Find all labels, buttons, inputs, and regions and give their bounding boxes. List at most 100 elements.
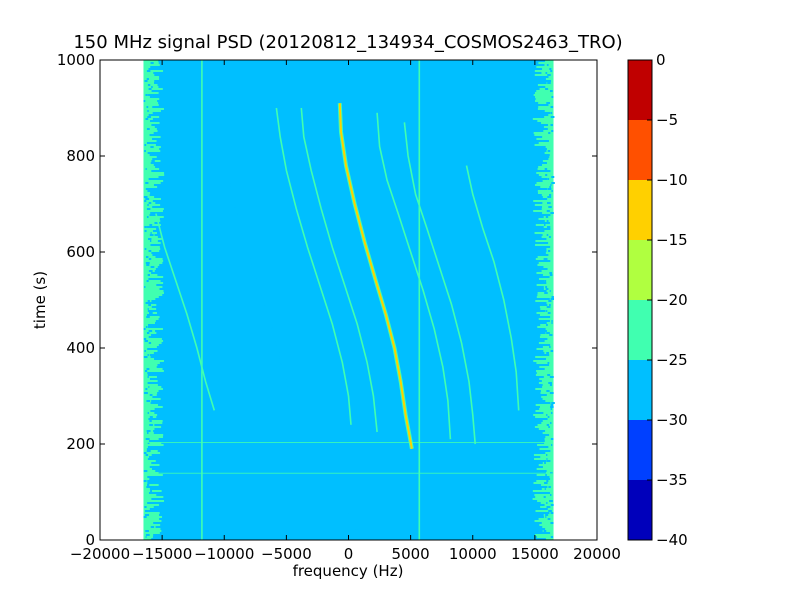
edge-noise	[145, 454, 149, 456]
edge-noise	[143, 244, 151, 246]
edge-noise	[144, 150, 146, 152]
edge-noise	[548, 486, 551, 488]
edge-noise	[143, 162, 151, 164]
edge-noise	[143, 70, 164, 72]
edge-noise	[145, 514, 150, 516]
edge-noise	[547, 178, 550, 180]
edge-noise	[548, 104, 554, 106]
edge-noise	[534, 426, 554, 428]
edge-noise	[143, 210, 163, 212]
edge-noise	[548, 300, 552, 302]
edge-noise	[143, 142, 147, 144]
edge-noise	[149, 194, 151, 196]
edge-noise	[548, 242, 554, 244]
edge-noise	[147, 204, 149, 206]
edge-noise	[542, 420, 554, 422]
colorbar-tick-label: −20	[656, 291, 688, 309]
edge-noise	[146, 78, 149, 80]
edge-noise	[536, 480, 554, 482]
edge-noise	[533, 454, 554, 456]
edge-noise	[145, 182, 149, 184]
edge-noise	[146, 368, 150, 370]
edge-noise	[145, 118, 149, 120]
edge-noise	[551, 190, 553, 192]
edge-noise	[540, 392, 554, 394]
edge-noise	[535, 510, 554, 512]
edge-noise	[143, 338, 147, 340]
edge-noise	[143, 512, 160, 514]
edge-noise	[541, 422, 554, 424]
edge-noise	[143, 298, 156, 300]
edge-noise	[143, 104, 159, 106]
edge-noise	[545, 286, 548, 288]
edge-noise	[539, 448, 554, 450]
edge-noise	[545, 514, 549, 516]
y-tick-label: 1000	[57, 51, 95, 69]
edge-noise	[543, 286, 554, 288]
edge-noise	[143, 352, 154, 354]
edge-noise	[549, 346, 551, 348]
edge-noise	[544, 64, 554, 66]
edge-noise	[535, 100, 554, 102]
edge-noise	[144, 226, 147, 228]
signal-trace	[155, 213, 216, 411]
edge-noise	[151, 372, 156, 374]
edge-noise	[534, 458, 554, 460]
x-tick-label: 10000	[449, 545, 497, 563]
edge-noise	[545, 288, 549, 290]
edge-noise	[143, 194, 151, 196]
edge-noise	[549, 376, 554, 378]
edge-noise	[548, 382, 552, 384]
edge-noise	[145, 534, 150, 536]
edge-noise	[143, 318, 159, 320]
colorbar-band	[628, 480, 652, 540]
x-tick-label: −10000	[194, 545, 254, 563]
edge-noise	[143, 516, 163, 518]
edge-noise	[143, 126, 155, 128]
edge-noise	[143, 236, 158, 238]
edge-noise	[545, 452, 554, 454]
edge-noise	[537, 264, 554, 266]
edge-noise	[544, 368, 554, 370]
signal-trace	[335, 491, 366, 540]
edge-noise	[143, 374, 148, 376]
edge-noise	[548, 206, 552, 208]
edge-noise	[144, 80, 148, 82]
edge-noise	[143, 168, 160, 170]
edge-noise	[150, 266, 155, 268]
edge-noise	[148, 386, 150, 388]
edge-noise	[150, 526, 155, 528]
edge-noise	[549, 434, 554, 436]
edge-noise	[143, 170, 153, 172]
edge-noise	[533, 360, 554, 362]
edge-noise	[535, 240, 554, 242]
edge-noise	[548, 304, 551, 306]
colorbar-tick-label: −40	[656, 531, 688, 549]
edge-noise	[143, 120, 152, 122]
colorbar-band	[628, 120, 652, 180]
edge-noise	[143, 184, 154, 186]
edge-noise	[143, 404, 158, 406]
edge-noise	[536, 66, 554, 68]
edge-noise	[143, 440, 150, 442]
edge-noise	[546, 102, 551, 104]
edge-noise	[143, 408, 155, 410]
edge-noise	[543, 516, 554, 518]
edge-noise	[143, 284, 157, 286]
x-tick-label: 15000	[511, 545, 559, 563]
edge-noise	[149, 420, 152, 422]
colorbar-band	[628, 60, 652, 120]
edge-noise	[546, 414, 548, 416]
edge-noise	[143, 232, 157, 234]
edge-noise	[143, 530, 162, 532]
edge-noise	[547, 518, 551, 520]
edge-noise	[143, 500, 165, 502]
edge-noise	[549, 494, 552, 496]
edge-noise	[149, 394, 153, 396]
edge-noise	[548, 114, 554, 116]
edge-noise	[550, 80, 554, 82]
edge-noise	[547, 250, 551, 252]
edge-noise	[547, 178, 554, 180]
edge-noise	[148, 342, 152, 344]
edge-noise	[534, 70, 554, 72]
